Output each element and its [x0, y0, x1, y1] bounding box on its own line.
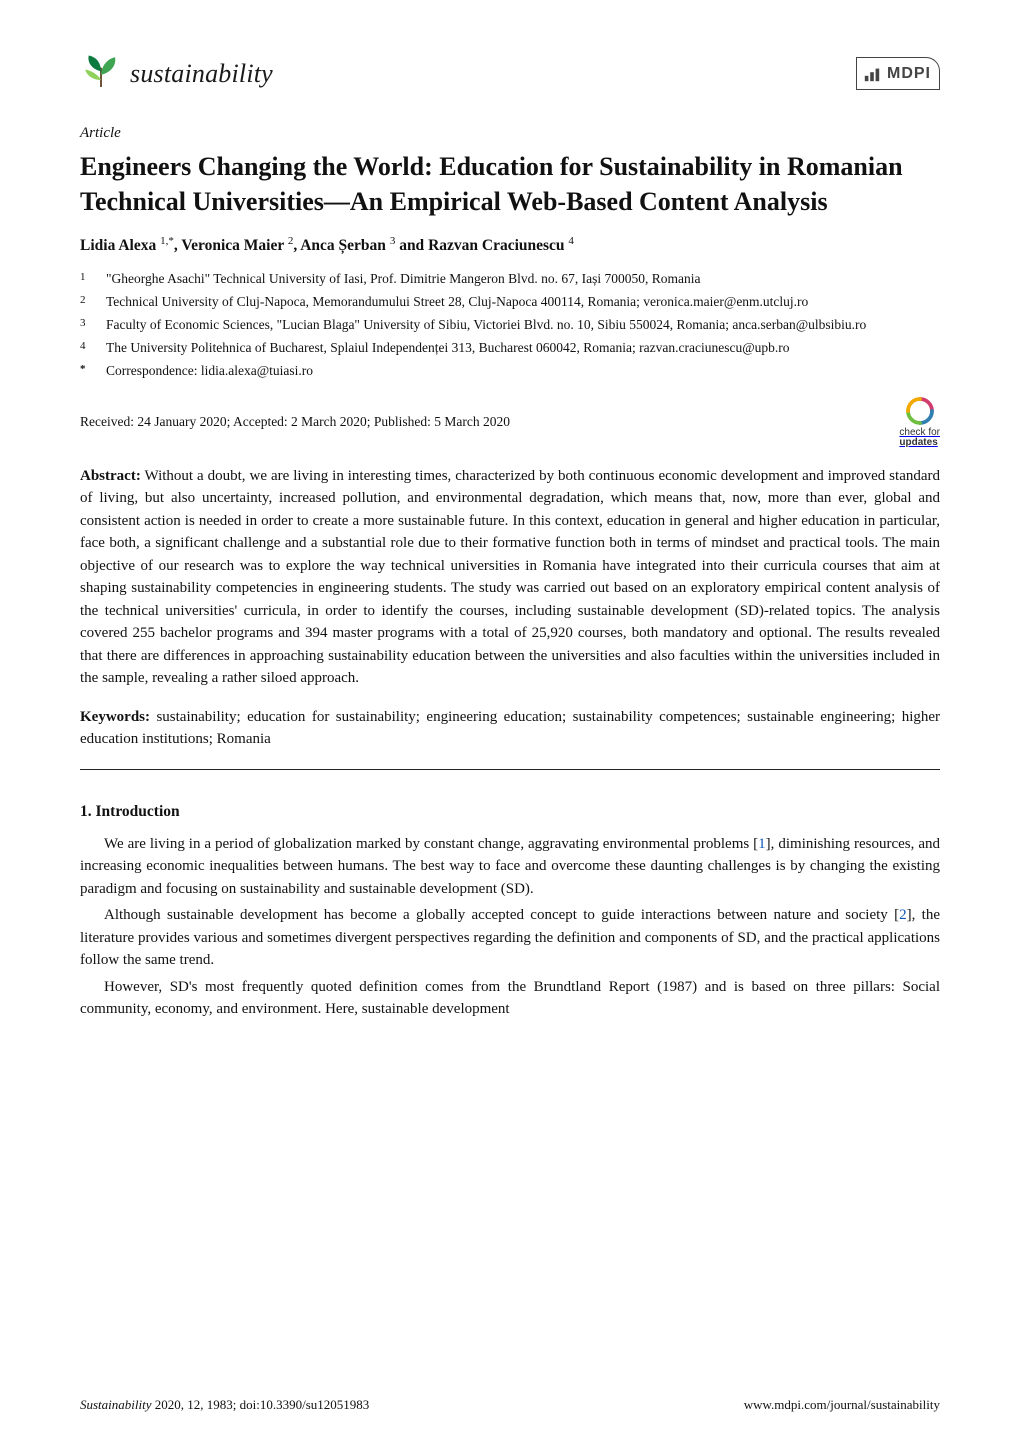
affiliation-text: The University Politehnica of Bucharest,…: [106, 338, 790, 359]
top-bar: sustainability MDPI: [80, 52, 940, 94]
body-paragraph: However, SD's most frequently quoted def…: [80, 976, 940, 1021]
affiliation-row: 3 Faculty of Economic Sciences, "Lucian …: [80, 315, 940, 336]
check-updates-line1: check for: [899, 427, 940, 438]
page-footer: Sustainability 2020, 12, 1983; doi:10.33…: [80, 1395, 940, 1415]
sustainability-leaf-icon: [80, 52, 122, 94]
affiliation-text: Faculty of Economic Sciences, "Lucian Bl…: [106, 315, 866, 336]
affiliation-row: 1 "Gheorghe Asachi" Technical University…: [80, 269, 940, 290]
author-4: Razvan Craciunescu 4: [428, 237, 574, 254]
page-root: sustainability MDPI Article Engineers Ch…: [0, 0, 1020, 1442]
mdpi-mark-icon: [863, 65, 881, 83]
abstract-block: Abstract: Without a doubt, we are living…: [80, 465, 940, 690]
journal-logo: sustainability: [80, 52, 273, 94]
article-dates: Received: 24 January 2020; Accepted: 2 M…: [80, 412, 510, 432]
article-type-label: Article: [80, 122, 940, 145]
dates-row: Received: 24 January 2020; Accepted: 2 M…: [80, 396, 940, 449]
reference-link[interactable]: 1: [758, 836, 766, 852]
section-number: 1.: [80, 803, 92, 820]
check-updates-icon: [905, 396, 935, 426]
affiliation-text: Technical University of Cluj-Napoca, Mem…: [106, 292, 808, 313]
author-sup: 4: [568, 235, 574, 247]
publisher-name: MDPI: [887, 62, 931, 86]
affiliation-row: 2 Technical University of Cluj-Napoca, M…: [80, 292, 940, 313]
affiliation-marker: 3: [80, 315, 92, 336]
affiliation-marker: 2: [80, 292, 92, 313]
body-paragraph: We are living in a period of globalizati…: [80, 833, 940, 901]
body-paragraph: Although sustainable development has bec…: [80, 904, 940, 972]
footer-journal-italic: Sustainability: [80, 1397, 152, 1412]
authors-line: Lidia Alexa 1,*, Veronica Maier 2, Anca …: [80, 233, 940, 257]
section-divider: [80, 769, 940, 770]
footer-citation-rest: 2020, 12, 1983; doi:10.3390/su12051983: [155, 1397, 370, 1412]
author-sup: 2: [288, 235, 294, 247]
publisher-logo: MDPI: [856, 57, 940, 90]
author-1: Lidia Alexa 1,*: [80, 237, 174, 254]
keywords-label: Keywords:: [80, 709, 150, 725]
keywords-block: Keywords: sustainability; education for …: [80, 706, 940, 751]
footer-citation: Sustainability 2020, 12, 1983; doi:10.33…: [80, 1395, 369, 1415]
affiliation-marker: 1: [80, 269, 92, 290]
article-title: Engineers Changing the World: Education …: [80, 149, 940, 219]
abstract-text: Without a doubt, we are living in intere…: [80, 468, 940, 687]
journal-name: sustainability: [130, 54, 273, 93]
author-2: Veronica Maier 2: [181, 237, 293, 254]
author-sup: 1,*: [160, 235, 174, 247]
abstract-label: Abstract:: [80, 468, 141, 484]
affiliation-text: "Gheorghe Asachi" Technical University o…: [106, 269, 700, 290]
section-heading: 1. Introduction: [80, 800, 940, 823]
affiliation-marker: 4: [80, 338, 92, 359]
affiliation-row: 4 The University Politehnica of Buchares…: [80, 338, 940, 359]
affiliation-text: Correspondence: lidia.alexa@tuiasi.ro: [106, 361, 313, 382]
affiliation-row: * Correspondence: lidia.alexa@tuiasi.ro: [80, 361, 940, 382]
reference-link[interactable]: 2: [899, 907, 907, 923]
author-3: Anca Șerban 3: [300, 237, 395, 254]
author-name: Veronica Maier: [181, 237, 284, 254]
section-title: Introduction: [96, 803, 180, 820]
author-name: Anca Șerban: [300, 237, 386, 254]
affiliation-marker: *: [80, 361, 92, 382]
author-name: Razvan Craciunescu: [428, 237, 564, 254]
check-updates-text: check for updates: [899, 428, 940, 449]
check-updates-line2: updates: [899, 437, 937, 448]
check-for-updates-link[interactable]: check for updates: [899, 396, 940, 449]
author-name: Lidia Alexa: [80, 237, 156, 254]
author-sup: 3: [390, 235, 396, 247]
keywords-text: sustainability; education for sustainabi…: [80, 709, 940, 748]
affiliations-block: 1 "Gheorghe Asachi" Technical University…: [80, 269, 940, 382]
footer-journal-url[interactable]: www.mdpi.com/journal/sustainability: [744, 1395, 940, 1415]
